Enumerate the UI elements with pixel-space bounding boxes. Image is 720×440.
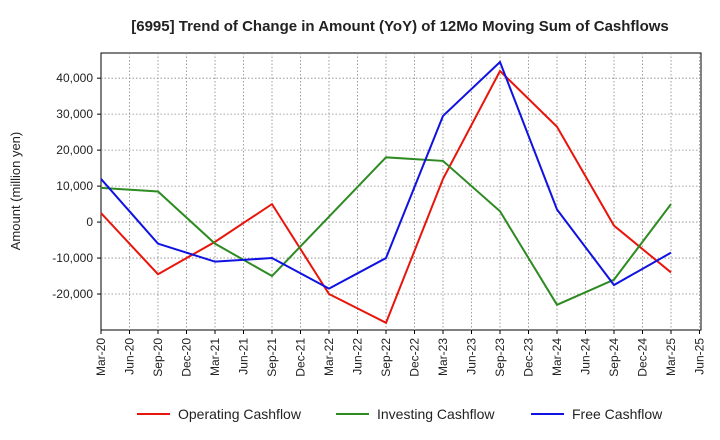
y-axis-label: Amount (million yen) bbox=[8, 132, 23, 251]
y-axis: -20,000 -10,000 0 10,000 20,000 30,000 40,000 bbox=[52, 71, 101, 301]
y-tick-label: -10,000 bbox=[52, 251, 93, 265]
x-tick-label: Dec-23 bbox=[522, 338, 536, 377]
legend-label-investing-cashflow: Investing Cashflow bbox=[377, 406, 495, 422]
plot-area bbox=[100, 52, 702, 331]
y-tick-label: 40,000 bbox=[56, 71, 93, 85]
x-tick-label: Sep-21 bbox=[265, 338, 279, 377]
x-tick-label: Jun-24 bbox=[579, 338, 593, 375]
x-tick-label: Sep-23 bbox=[493, 338, 507, 377]
x-tick-label: Mar-21 bbox=[208, 338, 222, 376]
y-tick-label: 0 bbox=[86, 215, 93, 229]
legend: Operating Cashflow Investing Cashflow Free… bbox=[137, 406, 663, 422]
x-tick-label: Dec-22 bbox=[408, 338, 422, 377]
y-tick-label: -20,000 bbox=[52, 287, 93, 301]
x-tick-label: Jun-22 bbox=[351, 338, 365, 375]
chart-title: [6995] Trend of Change in Amount (YoY) o… bbox=[131, 18, 669, 35]
x-tick-label: Dec-20 bbox=[180, 338, 194, 377]
y-tick-label: 20,000 bbox=[56, 143, 93, 157]
x-tick-label: Jun-20 bbox=[123, 338, 137, 375]
series-line-free-cashflow bbox=[100, 60, 672, 290]
y-tick-label: 10,000 bbox=[56, 179, 93, 193]
x-tick-label: Dec-21 bbox=[294, 338, 308, 377]
x-tick-label: Sep-24 bbox=[607, 338, 621, 377]
y-tick-label: 30,000 bbox=[56, 107, 93, 121]
x-tick-label: Sep-20 bbox=[151, 338, 165, 377]
x-tick-label: Jun-25 bbox=[693, 338, 707, 375]
legend-label-free-cashflow: Free Cashflow bbox=[572, 406, 663, 422]
series-line-investing-cashflow bbox=[100, 156, 672, 307]
grid bbox=[101, 53, 701, 330]
x-tick-label: Jun-21 bbox=[237, 338, 251, 375]
x-tick-label: Mar-20 bbox=[94, 338, 108, 376]
legend-label-operating-cashflow: Operating Cashflow bbox=[178, 406, 302, 422]
x-tick-label: Sep-22 bbox=[379, 338, 393, 377]
x-tick-label: Mar-24 bbox=[550, 338, 564, 376]
series-line-operating-cashflow bbox=[100, 69, 672, 325]
x-axis: Mar-20 Jun-20 Sep-20 Dec-20 Mar-21 Jun-21 Sep-… bbox=[94, 330, 707, 377]
x-tick-label: Mar-25 bbox=[664, 338, 678, 376]
x-tick-label: Jun-23 bbox=[465, 338, 479, 375]
series-layer bbox=[100, 60, 672, 325]
x-tick-label: Dec-24 bbox=[636, 338, 650, 377]
x-tick-label: Mar-22 bbox=[322, 338, 336, 376]
x-tick-label: Mar-23 bbox=[436, 338, 450, 376]
